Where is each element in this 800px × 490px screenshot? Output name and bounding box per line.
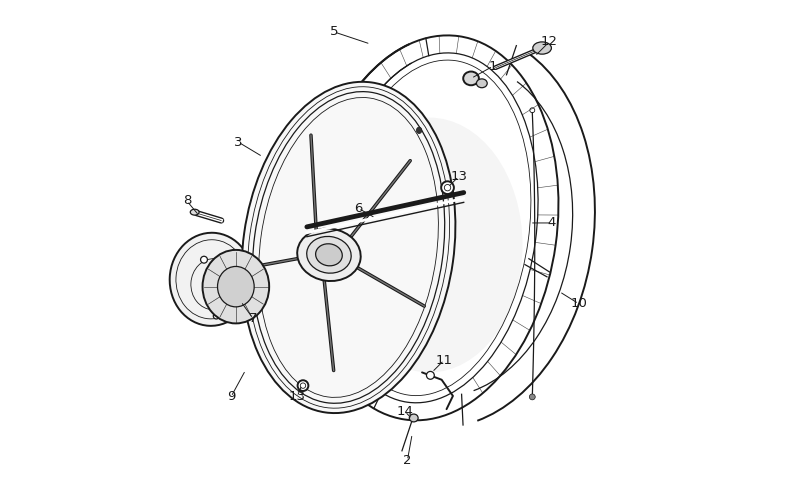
Text: 1: 1 [489,60,498,73]
Ellipse shape [202,250,269,323]
Ellipse shape [214,313,219,319]
Ellipse shape [306,237,351,273]
Text: 13: 13 [289,391,306,403]
Ellipse shape [336,118,522,372]
Text: 8: 8 [182,195,191,207]
Text: 2: 2 [403,454,411,467]
Ellipse shape [201,256,207,263]
Text: 13: 13 [450,170,467,183]
Ellipse shape [530,394,535,400]
Text: 10: 10 [570,297,587,310]
Ellipse shape [533,42,551,54]
Text: 4: 4 [548,217,556,229]
Ellipse shape [170,233,253,326]
Ellipse shape [463,72,479,85]
Ellipse shape [190,209,199,215]
Ellipse shape [410,414,418,422]
Ellipse shape [298,228,361,281]
Ellipse shape [417,127,422,134]
Ellipse shape [242,82,455,413]
Ellipse shape [298,380,308,391]
Ellipse shape [218,267,254,307]
Text: 11: 11 [435,354,453,367]
Ellipse shape [477,79,487,88]
Ellipse shape [316,244,342,266]
Text: 12: 12 [541,35,558,48]
Text: 9: 9 [226,391,235,403]
Text: 7: 7 [249,312,258,325]
Text: 3: 3 [234,136,242,148]
Ellipse shape [426,371,434,379]
Text: 5: 5 [330,25,338,38]
Text: 14: 14 [397,405,414,418]
Text: 6: 6 [354,202,362,215]
Ellipse shape [441,181,454,194]
